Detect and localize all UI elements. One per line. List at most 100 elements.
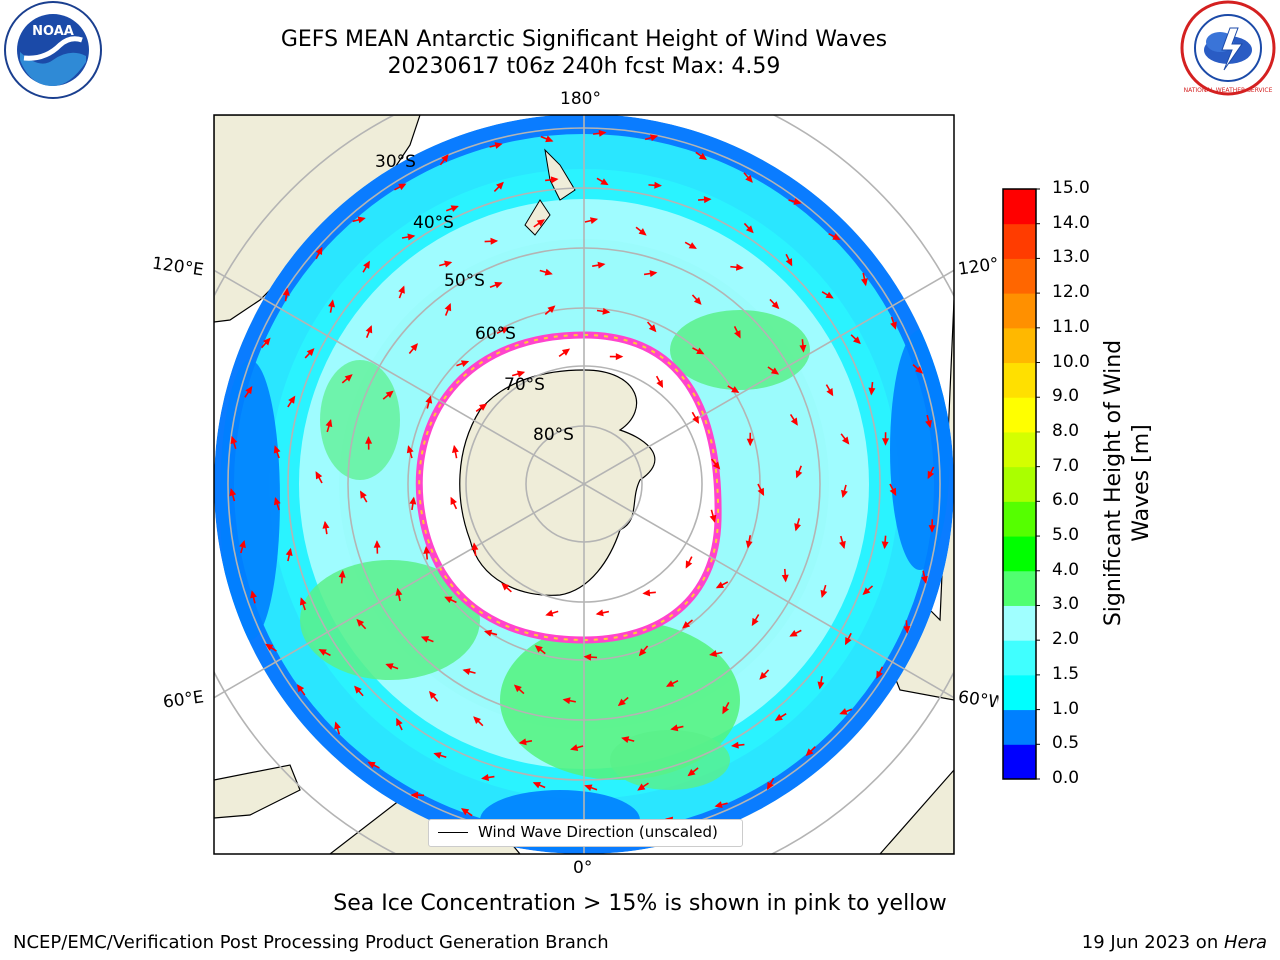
wave-direction-arrowhead — [927, 470, 935, 480]
wave-direction-arrowhead — [239, 539, 246, 549]
wave-direction-arrowhead — [494, 142, 503, 149]
wave-direction-arrowhead — [876, 670, 883, 679]
wave-direction-arrowhead — [444, 302, 452, 312]
wave-direction-arrowhead — [693, 296, 702, 305]
wave-direction-arrowhead — [890, 321, 897, 330]
wave-direction-arrowhead — [745, 225, 754, 234]
wave-direction-arrowhead — [799, 344, 807, 353]
wave-direction-arrowhead — [881, 541, 889, 550]
wave-direction-arrowhead — [789, 630, 798, 637]
wave-direction-arrowhead — [841, 489, 848, 498]
wave-direction-arrowhead — [745, 540, 753, 549]
wave-direction-arrowhead — [621, 736, 630, 744]
wave-direction-arrowhead — [395, 587, 403, 596]
wave-direction-arrowhead — [282, 287, 290, 296]
colorbar — [1002, 188, 1040, 780]
wave-direction-arrowhead — [600, 178, 609, 186]
wave-direction-arrowhead — [462, 668, 471, 675]
colorbar-tick-label: 1.5 — [1052, 663, 1080, 684]
colorbar-tick-label: 11.0 — [1052, 316, 1090, 337]
wave-direction-arrowhead — [501, 582, 510, 591]
wave-direction-arrowhead — [785, 258, 793, 267]
lon-label-0: 0° — [573, 858, 593, 878]
colorbar-swatch — [1003, 501, 1036, 537]
wave-direction-arrowhead — [638, 648, 647, 657]
chart-title: GEFS MEAN Antarctic Significant Height o… — [280, 27, 888, 52]
wave-direction-arrowhead — [425, 395, 433, 404]
wave-direction-arrowhead — [692, 415, 700, 424]
wave-direction-arrowhead — [868, 387, 876, 396]
wave-direction-arrowhead — [450, 205, 459, 212]
wave-direction-arrowhead — [745, 174, 753, 183]
wave-direction-arrowhead — [617, 698, 626, 707]
wave-direction-arrowhead — [712, 461, 721, 470]
wave-direction-arrowhead — [334, 721, 341, 730]
wave-direction-arrowhead — [615, 353, 624, 361]
colorbar-swatch — [1003, 674, 1036, 711]
wave-direction-arrowhead — [665, 680, 675, 687]
wave-direction-arrowhead — [602, 307, 611, 315]
lon-label-120w: 120°W — [956, 254, 1000, 280]
wave-direction-arrowhead — [656, 379, 664, 389]
wave-direction-arrowhead — [344, 374, 353, 382]
wave-direction-arrowhead — [285, 547, 293, 557]
wave-direction-arrowhead — [545, 135, 554, 143]
polar-map — [213, 114, 955, 855]
wave-direction-arrowhead — [296, 684, 305, 693]
wave-direction-arrowhead — [433, 752, 442, 759]
wave-direction-arrowhead — [771, 301, 780, 310]
wave-direction-arrowhead — [774, 713, 783, 721]
colorbar-tick-label: 8.0 — [1052, 420, 1080, 441]
wave-direction-arrowhead — [410, 343, 418, 352]
wave-direction-arrowhead — [322, 520, 330, 529]
wave-direction-arrowhead — [826, 388, 834, 397]
lat-label-60s: 60°S — [475, 324, 516, 344]
wave-direction-arrowhead — [845, 637, 852, 646]
wave-direction-arrowhead — [759, 671, 768, 680]
footer-date: 19 Jun 2023 on Hera — [1082, 932, 1267, 953]
colorbar-swatch — [1003, 709, 1036, 745]
wave-direction-arrowhead — [385, 390, 394, 399]
wave-direction-arrowhead — [570, 744, 579, 751]
wave-direction-arrowhead — [589, 217, 599, 225]
wave-direction-arrowhead — [820, 589, 828, 599]
footer-machine: Hera — [1223, 932, 1267, 953]
wave-direction-arrowhead — [685, 560, 693, 569]
colorbar-swatch — [1003, 640, 1036, 676]
colorbar-tick-label: 5.0 — [1052, 525, 1080, 546]
chart-subtitle: 20230617 t06z 240h fcst Max: 4.59 — [387, 54, 781, 79]
wind-wave-arrows — [229, 129, 936, 840]
lon-label-180: 180° — [560, 89, 601, 109]
wave-direction-arrowhead — [670, 724, 679, 732]
wave-direction-arrowhead — [451, 444, 459, 453]
colorbar-swatch — [1003, 605, 1036, 641]
wave-direction-arrowhead — [410, 791, 419, 799]
wave-direction-arrowhead — [250, 590, 257, 599]
wave-direction-arrowhead — [423, 546, 431, 554]
wave-direction-arrowhead — [751, 617, 759, 627]
wave-direction-arrowhead — [406, 445, 414, 454]
wave-direction-arrowhead — [842, 436, 850, 445]
wave-direction-arrowhead — [817, 681, 825, 690]
wave-direction-arrowhead — [648, 324, 657, 333]
lat-label-40s: 40°S — [413, 213, 454, 233]
colorbar-tick-label: 0.5 — [1052, 733, 1080, 754]
noaa-logo-text: NOAA — [32, 24, 74, 39]
wave-direction-arrowhead — [698, 152, 707, 160]
wave-direction-arrowhead — [483, 629, 493, 637]
wave-direction-arrowhead — [839, 540, 846, 550]
arrow-legend: Wind Wave Direction (unscaled) — [428, 819, 743, 847]
colorbar-swatch — [1003, 536, 1036, 572]
wave-direction-arrowhead — [832, 233, 841, 241]
colorbar-swatch — [1003, 466, 1036, 502]
wave-direction-arrowhead — [790, 417, 798, 426]
wave-direction-arrowhead — [473, 716, 481, 725]
wave-direction-arrowhead — [496, 181, 504, 190]
wave-direction-arrowhead — [230, 435, 238, 445]
colorbar-swatch — [1003, 362, 1036, 398]
wave-direction-arrowhead — [365, 325, 373, 334]
wave-direction-arrowhead — [654, 181, 662, 189]
wave-direction-arrowhead — [734, 330, 741, 339]
wave-direction-arrowhead — [637, 783, 646, 791]
wave-direction-arrowhead — [359, 490, 367, 499]
